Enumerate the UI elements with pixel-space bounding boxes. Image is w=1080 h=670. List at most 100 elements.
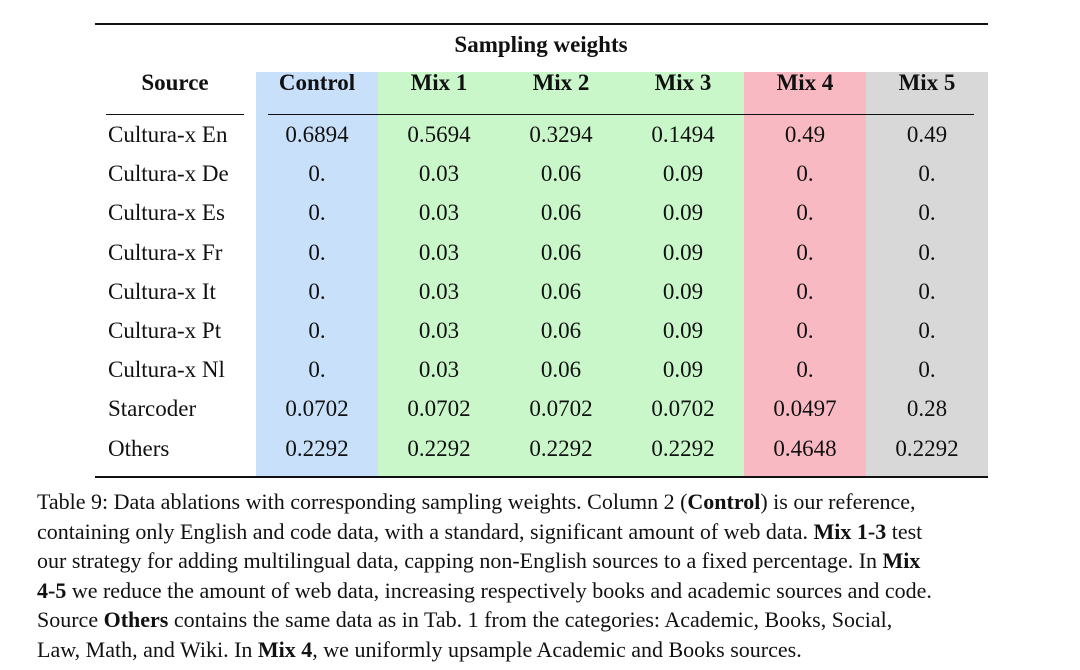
table-row: Cultura-x En 0.6894 0.5694 0.3294 0.1494 0.49…: [0, 117, 1080, 156]
weight-cell: 0.09: [662, 239, 704, 265]
table-row: Cultura-x Fr 0. 0.03 0.06 0.09 0. 0.: [0, 235, 1080, 274]
weight-cell: 0.: [796, 278, 814, 304]
weight-cell: 0.0702: [651, 396, 715, 422]
weight-cell: 0.03: [418, 200, 460, 226]
column-header-control: Control: [278, 70, 356, 95]
caption-bold-text: Mix 4: [257, 636, 313, 662]
column-header-mix-2: Mix 2: [532, 70, 590, 95]
caption-text: our strategy for adding multilingual dat…: [37, 548, 883, 574]
caption-text: contains the same data as in Tab. 1 from…: [168, 607, 893, 633]
weight-cell: 0.03: [418, 161, 460, 187]
weight-cell: 0.06: [540, 239, 582, 265]
weight-cell: 0.06: [540, 200, 582, 226]
weight-cell: 0.2292: [285, 435, 349, 461]
weight-cell: 0.2292: [895, 435, 959, 461]
source-cell: Cultura-x Pt: [108, 317, 222, 343]
caption-text: Source: [37, 607, 104, 633]
source-cell: Cultura-x Fr: [108, 239, 223, 265]
weight-cell: 0.: [796, 200, 814, 226]
caption-line: containing only English and code data, w…: [37, 517, 1049, 547]
weight-cell: 0.0497: [773, 396, 837, 422]
weight-cell: 0.2292: [529, 435, 593, 461]
weight-cell: 0.06: [540, 357, 582, 383]
source-cell: Cultura-x Es: [108, 200, 225, 226]
weights-header-rule: [268, 114, 974, 115]
weight-cell: 0.3294: [529, 122, 593, 147]
column-header-mix-4: Mix 4: [776, 70, 834, 95]
source-cell: Starcoder: [108, 396, 197, 422]
source-header-rule: [106, 114, 244, 115]
weight-cell: 0.03: [418, 317, 460, 343]
weight-cell: 0.: [918, 357, 936, 383]
weight-cell: 0.: [918, 278, 936, 304]
weight-cell: 0.49: [784, 122, 826, 147]
caption-text: , we uniformly upsample Academic and Boo…: [312, 636, 802, 662]
weight-cell: 0.: [308, 200, 326, 226]
column-header-mix-3: Mix 3: [654, 70, 712, 95]
table-caption: Table 9: Data ablations with correspondi…: [37, 487, 1049, 665]
mix-1-3-column-background: [378, 72, 744, 476]
weight-cell: 0.4648: [773, 435, 837, 461]
table-row: Others 0.2292 0.2292 0.2292 0.2292 0.4648 0.22…: [0, 431, 1080, 470]
weight-cell: 0.0702: [529, 396, 593, 422]
caption-line: our strategy for adding multilingual dat…: [37, 546, 1049, 576]
table-body: Cultura-x En 0.6894 0.5694 0.3294 0.1494 0.49…: [0, 117, 1080, 470]
column-header-mix-1: Mix 1: [410, 70, 468, 95]
weight-cell: 0.: [796, 357, 814, 383]
weight-cell: 0.6894: [285, 122, 349, 147]
weight-cell: 0.: [796, 161, 814, 187]
weight-cell: 0.28: [906, 396, 948, 422]
weight-cell: 0.2292: [651, 435, 715, 461]
caption-bold-text: Mix 1-3: [813, 518, 887, 544]
weight-cell: 0.06: [540, 278, 582, 304]
source-cell: Others: [108, 435, 170, 461]
mix-4-column-background: [744, 72, 866, 476]
table-row: Cultura-x Nl 0. 0.03 0.06 0.09 0. 0.: [0, 352, 1080, 391]
caption-text: Law, Math, and Wiki. In: [37, 636, 258, 662]
control-column-background: [256, 72, 378, 476]
caption-bold-text: 4-5: [37, 577, 67, 603]
caption-text: we reduce the amount of web data, increa…: [66, 577, 932, 603]
weight-cell: 0.: [308, 317, 326, 343]
weight-cell: 0.09: [662, 161, 704, 187]
caption-bold-text: Mix: [882, 548, 921, 574]
caption-line: Source Others contains the same data as …: [37, 605, 1049, 635]
table-bottom-rule: [95, 476, 988, 478]
source-cell: Cultura-x En: [108, 122, 228, 147]
table-top-rule: [95, 23, 988, 25]
weight-cell: 0.: [796, 239, 814, 265]
weight-cell: 0.5694: [407, 122, 471, 147]
column-header-mix-5: Mix 5: [898, 70, 956, 95]
caption-bold-text: Control: [687, 489, 761, 514]
weight-cell: 0.09: [662, 357, 704, 383]
weight-cell: 0.: [918, 200, 936, 226]
weight-cell: 0.2292: [407, 435, 471, 461]
caption-line: Table 9: Data ablations with correspondi…: [37, 487, 1049, 517]
source-cell: Cultura-x It: [108, 278, 216, 304]
weight-cell: 0.09: [662, 200, 704, 226]
weight-cell: 0.: [918, 161, 936, 187]
source-cell: Cultura-x De: [108, 161, 229, 187]
weight-cell: 0.: [918, 317, 936, 343]
weight-cell: 0.06: [540, 161, 582, 187]
caption-text: Table 9: Data ablations with correspondi…: [37, 489, 688, 514]
mix-5-column-background: [866, 72, 988, 476]
sampling-weights-title: Sampling weights: [454, 32, 628, 57]
weight-cell: 0.0702: [285, 396, 349, 422]
weight-cell: 0.03: [418, 278, 460, 304]
weight-cell: 0.03: [418, 357, 460, 383]
table-row: Starcoder 0.0702 0.0702 0.0702 0.0702 0.0497 0…: [0, 391, 1080, 430]
weight-cell: 0.49: [906, 122, 948, 147]
table-row: Cultura-x Es 0. 0.03 0.06 0.09 0. 0.: [0, 195, 1080, 234]
caption-bold-text: Others: [103, 607, 169, 633]
source-cell: Cultura-x Nl: [108, 357, 225, 383]
caption-line: Law, Math, and Wiki. In Mix 4, we unifor…: [37, 635, 1049, 665]
weight-cell: 0.1494: [651, 122, 715, 147]
weight-cell: 0.09: [662, 278, 704, 304]
caption-line: 4-5 we reduce the amount of web data, in…: [37, 576, 1049, 606]
table-row: Cultura-x Pt 0. 0.03 0.06 0.09 0. 0.: [0, 313, 1080, 352]
weight-cell: 0.: [308, 278, 326, 304]
weight-cell: 0.06: [540, 317, 582, 343]
caption-text: containing only English and code data, w…: [37, 518, 814, 544]
